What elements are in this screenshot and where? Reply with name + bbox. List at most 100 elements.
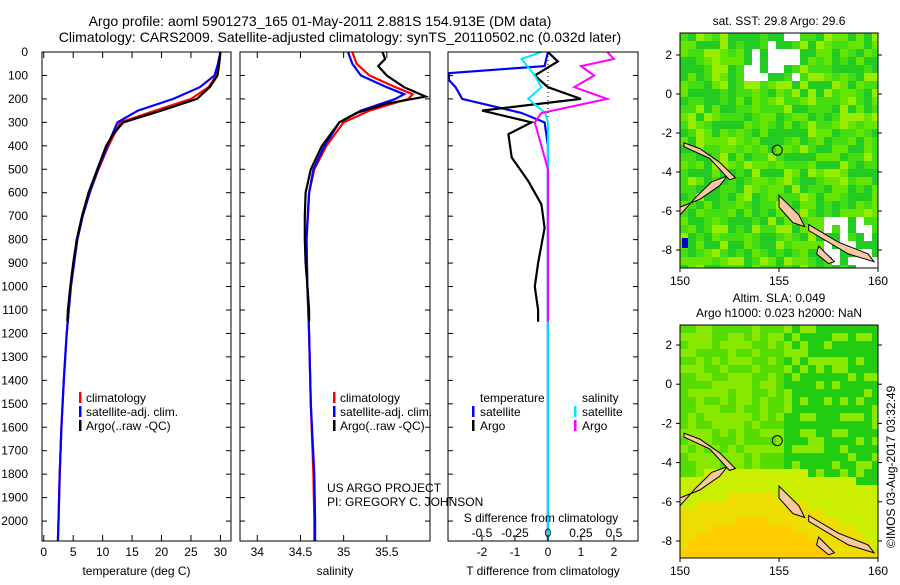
map-cell — [728, 225, 736, 233]
map-cell — [760, 477, 768, 485]
map-cell — [704, 177, 712, 185]
map-cell — [856, 121, 864, 129]
map-cell — [760, 153, 768, 161]
map-cell — [808, 373, 816, 381]
map-cell — [816, 461, 824, 469]
map-cell — [752, 41, 760, 49]
map-cell — [864, 485, 872, 493]
map-cell — [864, 413, 872, 421]
map-cell — [864, 249, 872, 257]
map-cell — [752, 461, 760, 469]
map-cell — [856, 525, 864, 533]
map-cell — [768, 121, 776, 129]
map-cell — [752, 225, 760, 233]
map-cell — [808, 249, 816, 257]
map-cell — [704, 349, 712, 357]
map-cell — [688, 49, 696, 57]
map-cell — [704, 365, 712, 373]
map-cell — [712, 453, 720, 461]
x-tick-label: -1 — [510, 545, 521, 559]
map-cell — [696, 333, 704, 341]
map-cell — [712, 217, 720, 225]
map-cell — [784, 81, 792, 89]
map-cell — [768, 249, 776, 257]
map-cell — [840, 121, 848, 129]
map-cell — [760, 73, 768, 81]
x-tick-label: 2 — [611, 545, 618, 559]
map-cell — [864, 97, 872, 105]
map-cell — [864, 397, 872, 405]
map-cell — [808, 469, 816, 477]
map-cell — [872, 453, 878, 461]
map-cell — [712, 341, 720, 349]
map-cell — [832, 397, 840, 405]
x-tick-label: 25 — [184, 545, 198, 559]
map-cell — [784, 177, 792, 185]
map-cell — [784, 217, 792, 225]
map-cell — [824, 201, 832, 209]
map-cell — [712, 533, 720, 541]
map-cell — [824, 105, 832, 113]
map-cell — [760, 161, 768, 169]
map-cell — [824, 381, 832, 389]
map-cell — [848, 477, 856, 485]
map-cell — [808, 97, 816, 105]
map-cell — [800, 81, 808, 89]
map-cell — [776, 233, 784, 241]
map-cell — [856, 413, 864, 421]
map-cell — [744, 217, 752, 225]
map-cell — [872, 549, 878, 557]
map-cell — [792, 373, 800, 381]
map-cell — [784, 73, 792, 81]
map-cell — [680, 145, 688, 153]
map-cell — [680, 33, 688, 41]
map-cell — [688, 177, 696, 185]
map-cell — [840, 73, 848, 81]
map-cell — [848, 185, 856, 193]
map-cell — [832, 453, 840, 461]
map-cell — [816, 185, 824, 193]
map-cell — [752, 421, 760, 429]
map-cell — [712, 517, 720, 525]
map-cell — [752, 249, 760, 257]
map-cell — [712, 81, 720, 89]
y-tick-label: 1900 — [1, 491, 28, 505]
map-cell — [752, 33, 760, 41]
map-cell — [800, 113, 808, 121]
map-cell — [872, 121, 878, 129]
map-cell — [728, 113, 736, 121]
map-cell — [760, 265, 768, 268]
map-cell — [696, 169, 704, 177]
map-cell — [832, 121, 840, 129]
map-cell — [864, 549, 872, 557]
map-cell — [736, 249, 744, 257]
map-cell — [848, 57, 856, 65]
map-cell — [864, 381, 872, 389]
map-cell — [824, 145, 832, 153]
map-cell — [808, 217, 816, 225]
map-cell — [736, 365, 744, 373]
map-cell — [696, 365, 704, 373]
map-cell — [784, 533, 792, 541]
map-cell — [744, 225, 752, 233]
map-cell — [864, 145, 872, 153]
map-cell — [864, 137, 872, 145]
map-cell — [696, 429, 704, 437]
map-cell — [680, 413, 688, 421]
map-cell — [864, 89, 872, 97]
map-cell — [720, 485, 728, 493]
map-cell — [792, 265, 800, 268]
map-cell — [680, 169, 688, 177]
map-cell — [840, 421, 848, 429]
map-cell — [736, 533, 744, 541]
map-cell — [808, 357, 816, 365]
map-cell — [776, 209, 784, 217]
argo-location-marker — [771, 435, 783, 447]
map-cell — [752, 373, 760, 381]
legend-swatch — [333, 406, 336, 417]
map-cell — [808, 209, 816, 217]
map-cell — [824, 73, 832, 81]
map-cell — [776, 469, 784, 477]
map-cell — [792, 325, 800, 333]
